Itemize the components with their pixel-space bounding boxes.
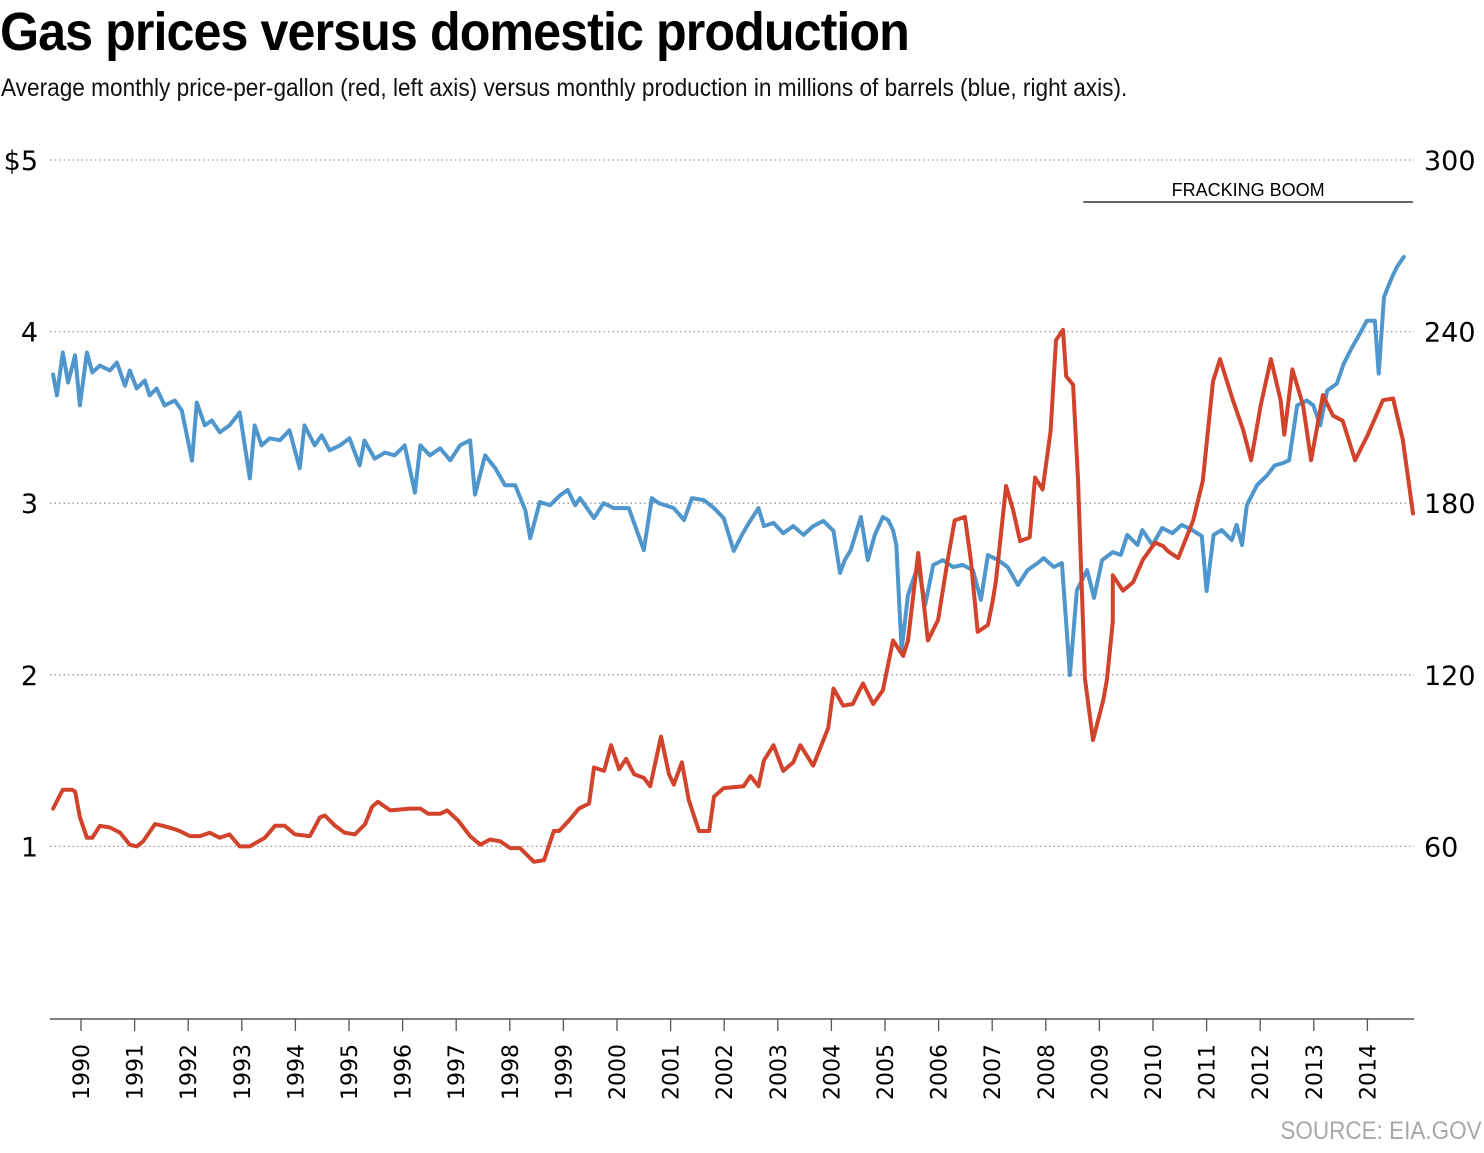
right-tick-label: 300	[1424, 146, 1476, 177]
chart-subtitle: Average monthly price-per-gallon (red, l…	[1, 74, 1128, 102]
price-line	[51, 327, 1415, 864]
right-tick-label: 240	[1424, 318, 1476, 349]
left-tick-label: 1	[21, 832, 38, 863]
right-tick-label: 120	[1424, 661, 1476, 692]
x-tick-label: 1992	[177, 1044, 202, 1100]
gridlines	[50, 159, 1414, 848]
x-tick-label: 2013	[1303, 1044, 1328, 1100]
x-tick-label: 2010	[1142, 1044, 1167, 1100]
x-tick-label: 1996	[392, 1044, 417, 1100]
x-tick-label: 2006	[928, 1044, 953, 1100]
x-tick-label: 1994	[284, 1044, 309, 1100]
right-tick-label: 60	[1424, 832, 1458, 863]
x-tick-label: 2002	[713, 1044, 738, 1100]
fracking-boom-annotation: FRACKING BOOM	[1083, 180, 1413, 203]
left-axis: $5 4 3 2 1	[4, 146, 38, 863]
x-tick-label: 1997	[445, 1044, 470, 1100]
x-tick-label: 2000	[606, 1044, 631, 1100]
production-line	[51, 255, 1406, 678]
x-tick-label: 2009	[1088, 1044, 1113, 1100]
left-tick-label: $5	[4, 146, 38, 177]
chart-title: Gas prices versus domestic production	[0, 2, 910, 62]
x-tick-label: 1991	[124, 1044, 149, 1100]
x-tick-label: 1993	[231, 1044, 256, 1100]
left-tick-label: 3	[21, 489, 38, 520]
x-tick-label: 2004	[820, 1044, 845, 1100]
left-tick-label: 4	[21, 318, 38, 349]
x-tick-label: 2001	[660, 1044, 685, 1100]
fracking-boom-label: FRACKING BOOM	[1172, 180, 1325, 200]
x-axis: 1990 1991 1992 1993 1994 1995 1996 1997 1998 1999…	[50, 1018, 1414, 1100]
x-tick-label: 1999	[552, 1044, 577, 1100]
x-tick-label: 2007	[981, 1044, 1006, 1100]
x-tick-label: 1995	[338, 1044, 363, 1100]
right-axis: 300 240 180 120 60	[1424, 146, 1476, 863]
x-tick-label: 2003	[767, 1044, 792, 1100]
x-tick-label: 2011	[1196, 1044, 1221, 1100]
x-tick-label: 2008	[1035, 1044, 1060, 1100]
x-tick-label: 2012	[1249, 1044, 1274, 1100]
right-tick-label: 180	[1424, 489, 1476, 520]
source-credit: SOURCE: EIA.GOV	[1280, 1117, 1482, 1145]
x-tick-label: 1998	[499, 1044, 524, 1100]
series-lines	[51, 255, 1415, 864]
x-tick-label: 2005	[874, 1044, 899, 1100]
x-tick-label: 1990	[70, 1044, 95, 1100]
left-tick-label: 2	[21, 661, 38, 692]
x-tick-label: 2014	[1356, 1044, 1381, 1100]
